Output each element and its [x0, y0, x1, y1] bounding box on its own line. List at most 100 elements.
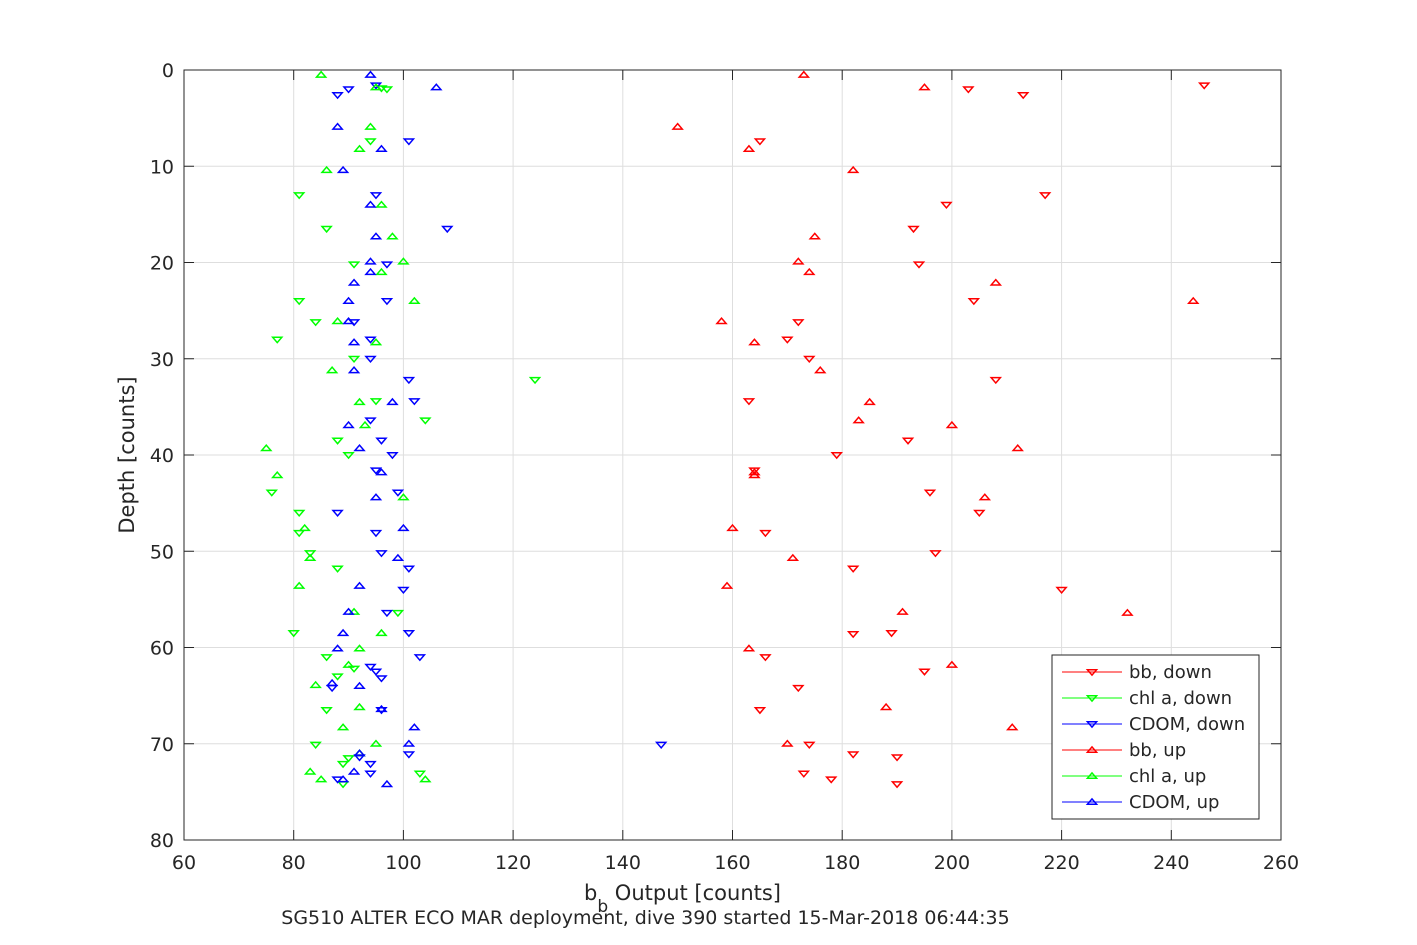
data-point [347, 767, 361, 775]
data-point [342, 451, 355, 460]
data-point [353, 144, 366, 152]
legend-marker [1085, 720, 1099, 729]
data-point [380, 86, 394, 94]
data-point [413, 770, 427, 778]
data-point [369, 83, 383, 91]
legend: bb, down chl a, down CDOM, down bb, up chl a… [1051, 654, 1260, 820]
y-tick-label: 50 [150, 541, 174, 563]
data-point [369, 739, 383, 747]
data-point [846, 565, 860, 573]
data-point [402, 751, 416, 759]
data-point [320, 225, 333, 234]
data-point [890, 781, 904, 789]
legend-marker [1085, 745, 1099, 754]
data-point [391, 489, 405, 497]
data-point [347, 261, 361, 269]
data-point [879, 702, 893, 711]
data-point [375, 200, 388, 208]
x-axis-label-main: b [584, 881, 597, 905]
series-bb-up [671, 70, 1200, 747]
data-point [375, 468, 388, 476]
legend-label: bb, down [1129, 662, 1212, 683]
data-point [786, 553, 800, 562]
data-point [265, 489, 278, 497]
data-point [825, 776, 838, 784]
data-point [353, 644, 366, 652]
data-point [803, 267, 816, 276]
data-point [720, 581, 734, 589]
data-point [364, 336, 377, 344]
data-point [325, 678, 339, 687]
data-point [1187, 296, 1200, 305]
data-point [342, 316, 355, 325]
x-tick-label: 220 [1043, 852, 1079, 874]
data-point [353, 702, 366, 711]
legend-label: bb, up [1129, 740, 1186, 761]
legend-entry: CDOM, up [1062, 792, 1219, 813]
data-point [380, 779, 394, 788]
data-point [912, 261, 926, 269]
data-point [654, 741, 668, 749]
data-point [1011, 444, 1024, 452]
data-point [353, 397, 366, 406]
x-tick-label: 60 [172, 852, 196, 874]
data-point [369, 338, 383, 346]
legend-entry: bb, down [1062, 662, 1212, 683]
legend-entry: chl a, down [1062, 688, 1232, 709]
data-point [814, 366, 827, 374]
data-point [369, 398, 383, 406]
data-point [309, 680, 322, 689]
data-point [353, 581, 366, 589]
data-point [852, 416, 865, 424]
data-point [973, 509, 986, 518]
data-point [298, 523, 311, 532]
data-point [846, 165, 860, 174]
data-point [375, 707, 388, 715]
data-point [380, 261, 394, 269]
data-point [347, 366, 361, 374]
x-tick-label: 180 [824, 852, 860, 874]
data-point [408, 296, 421, 305]
series-bb-down [742, 82, 1211, 789]
data-point [331, 316, 344, 325]
data-point [742, 644, 756, 652]
data-point [342, 420, 355, 429]
data-point [1006, 723, 1019, 731]
legend-marker [1085, 797, 1099, 806]
data-point [364, 200, 377, 208]
data-point [358, 420, 372, 429]
y-tick-label: 70 [150, 734, 174, 756]
data-point [803, 355, 816, 364]
data-point [331, 673, 344, 681]
data-point [364, 138, 377, 146]
data-point [962, 86, 975, 94]
data-point [375, 550, 388, 558]
data-point [1121, 608, 1134, 616]
data-point [369, 529, 383, 538]
data-point [271, 470, 284, 479]
data-point [391, 553, 405, 562]
legend-marker [1085, 771, 1099, 780]
y-tick-label: 10 [150, 156, 174, 178]
data-point [342, 607, 355, 615]
data-point [320, 165, 333, 174]
data-point [863, 397, 876, 406]
data-point [364, 663, 377, 672]
x-tick-label: 120 [495, 852, 531, 874]
data-point [391, 609, 405, 618]
data-point [808, 232, 822, 240]
data-point [742, 398, 756, 406]
data-point [342, 660, 355, 668]
legend-entry: bb, up [1062, 740, 1186, 761]
data-point [342, 86, 355, 94]
data-point [369, 668, 383, 676]
x-tick-label: 200 [934, 852, 970, 874]
y-tick-label: 0 [162, 60, 174, 82]
series-cdom-up [325, 70, 443, 788]
data-point [331, 91, 344, 100]
series-chl-a-down [265, 85, 542, 789]
data-point [331, 644, 344, 652]
data-point [907, 225, 920, 234]
data-point [292, 581, 306, 589]
data-points [260, 70, 1211, 789]
